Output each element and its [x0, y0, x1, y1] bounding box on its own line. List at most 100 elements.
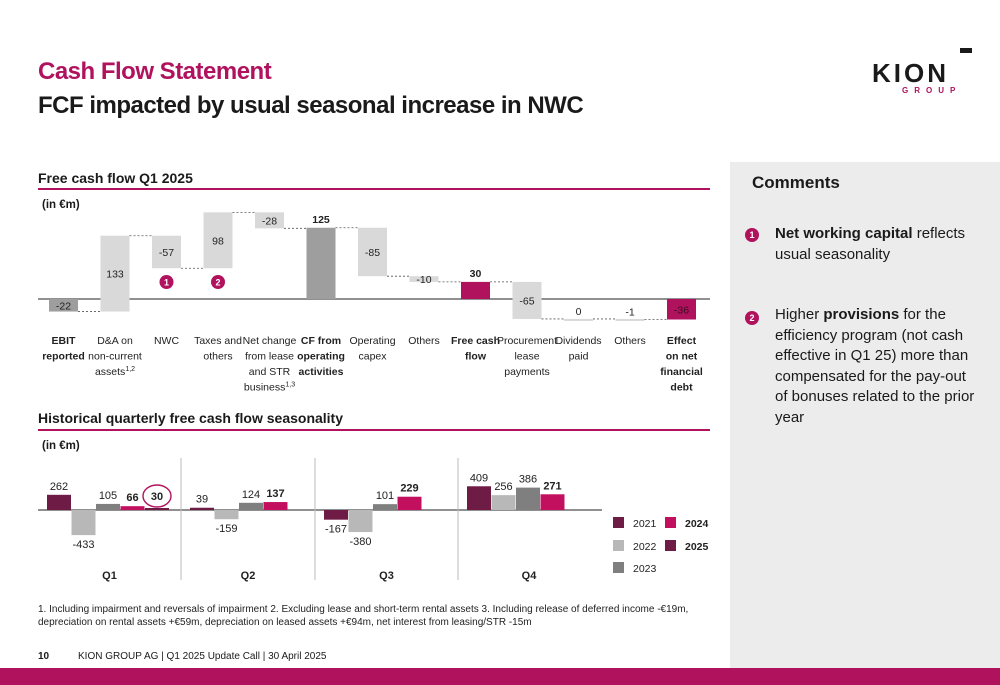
- comment-2-pre: Higher: [775, 306, 824, 323]
- comment-badge-2: 2: [745, 311, 759, 325]
- comment-text-2: Higher provisions for the efficiency pro…: [775, 305, 980, 428]
- hist-highlight-ring: [142, 484, 172, 508]
- hist-section-rule: [38, 429, 710, 431]
- hist-value-label: 105: [99, 490, 117, 502]
- logo-bar-mark: [960, 48, 972, 53]
- hist-bar: [348, 510, 373, 533]
- waterfall-category-label: Net change: [243, 335, 297, 347]
- waterfall-badge-label: 1: [164, 278, 169, 288]
- hist-category-label: Q4: [522, 570, 538, 582]
- hist-legend-swatch: [665, 517, 676, 528]
- comment-text-1: Net working capital reflects usual seaso…: [775, 224, 980, 265]
- hist-value-label: 137: [266, 488, 284, 500]
- logo-sub: GROUP: [902, 86, 962, 95]
- waterfall-value-label: -22: [56, 300, 71, 312]
- hist-legend-label: 2023: [633, 563, 657, 575]
- hist-value-label: 39: [196, 494, 208, 506]
- waterfall-value-label: 30: [470, 268, 482, 280]
- hist-value-label: 30: [151, 491, 163, 503]
- hist-bar: [516, 487, 540, 510]
- hist-value-label: -159: [215, 523, 237, 535]
- hist-unit-label: (in €m): [42, 440, 80, 452]
- waterfall-bar: [409, 276, 439, 282]
- hist-value-label: 124: [242, 489, 260, 501]
- waterfall-category-label: Others: [408, 335, 440, 347]
- waterfall-category-label: and STR: [249, 366, 291, 378]
- hist-legend-label: 2024: [685, 518, 709, 530]
- comment-1-rest: reflects usual seasonality: [775, 225, 966, 263]
- comment-2-bold: provisions: [823, 306, 900, 323]
- waterfall-value-label: -85: [365, 247, 380, 259]
- waterfall-category-label: from lease: [245, 351, 294, 363]
- waterfall-value-label: -57: [159, 247, 174, 259]
- hist-bar: [397, 496, 422, 510]
- waterfall-value-label: -65: [519, 295, 534, 307]
- comment-badge-1: 1: [745, 228, 759, 242]
- waterfall-bar: [203, 212, 233, 269]
- waterfall-category-label: debt: [670, 382, 693, 394]
- hist-bar: [263, 502, 288, 510]
- hist-category-label: Q2: [241, 570, 256, 582]
- waterfall-category-label: CF from: [301, 335, 341, 347]
- hist-value-label: 386: [519, 474, 537, 486]
- hist-legend-swatch: [665, 540, 676, 551]
- hist-value-label: 256: [494, 481, 512, 493]
- fcf-unit-label: (in €m): [42, 199, 80, 211]
- waterfall-category-label: Taxes and: [194, 335, 242, 347]
- page-number: 10: [38, 651, 50, 662]
- page-subtitle: FCF impacted by usual seasonal increase …: [38, 92, 584, 119]
- waterfall-category-label: NWC: [154, 335, 179, 347]
- hist-value-label: 409: [470, 472, 488, 484]
- hist-bar: [47, 494, 71, 510]
- hist-legend-swatch: [613, 540, 624, 551]
- waterfall-category-label: Dividends: [555, 335, 601, 347]
- hist-bar: [71, 510, 96, 536]
- hist-bar: [324, 510, 348, 520]
- waterfall-category-label: non-current: [88, 351, 142, 363]
- waterfall-category-label: assets1,2: [95, 366, 135, 378]
- hist-bar: [214, 510, 239, 520]
- waterfall-category-label: activities: [299, 366, 344, 378]
- hist-value-label: 229: [400, 483, 418, 495]
- hist-seasonality-chart: 262 -433 105 66 30 Q1 39 -159 124 137 Q2 -167-380 10…: [38, 458, 709, 582]
- waterfall-bar: [358, 227, 387, 277]
- waterfall-bar: [564, 318, 593, 321]
- hist-bar: [540, 494, 565, 510]
- comments-panel: [730, 162, 1000, 672]
- hist-section-title: Historical quarterly free cash flow seas…: [38, 410, 344, 426]
- hist-category-label: Q1: [102, 570, 117, 582]
- waterfall-bar: [461, 281, 490, 299]
- waterfall-category-label: flow: [465, 351, 487, 363]
- waterfall-value-label: -28: [262, 215, 277, 227]
- hist-legend-label: 2022: [633, 541, 657, 553]
- waterfall-value-label: 98: [212, 235, 224, 247]
- waterfall-bar: [615, 318, 645, 321]
- waterfall-bar: [512, 281, 542, 319]
- hist-bar: [145, 508, 169, 510]
- waterfall-category-label: Operating: [349, 335, 395, 347]
- hist-legend-swatch: [613, 562, 624, 573]
- hist-value-label: 66: [126, 492, 138, 504]
- waterfall-category-label: others: [203, 351, 232, 363]
- hist-value-label: -167: [325, 524, 347, 536]
- waterfall-category-label: Procurement: [497, 335, 557, 347]
- kion-logo: KION GROUP: [872, 48, 972, 98]
- waterfall-value-label: -10: [416, 274, 431, 286]
- waterfall-bar: [667, 299, 696, 320]
- fcf-waterfall-chart: -22 133 -57 98 -28 125 -85 -10 30 -65 0 -1 -36 1 2 EBIT…: [38, 211, 710, 394]
- footer-text: KION GROUP AG | Q1 2025 Update Call | 30…: [78, 651, 327, 662]
- hist-value-label: 101: [376, 490, 394, 502]
- waterfall-category-superscript: 1,2: [125, 366, 135, 373]
- hist-value-label: 271: [543, 480, 561, 492]
- hist-bar: [190, 507, 214, 510]
- waterfall-bar: [49, 299, 78, 312]
- hist-value-label: -380: [349, 536, 371, 548]
- waterfall-bar: [152, 235, 181, 269]
- waterfall-badge: [211, 275, 225, 289]
- logo-word: KION: [872, 58, 949, 88]
- hist-legend-label: 2025: [685, 541, 709, 553]
- waterfall-bar: [100, 235, 130, 312]
- waterfall-bar: [306, 227, 336, 299]
- waterfall-category-label: Others: [614, 335, 646, 347]
- waterfall-badge-label: 2: [215, 278, 220, 288]
